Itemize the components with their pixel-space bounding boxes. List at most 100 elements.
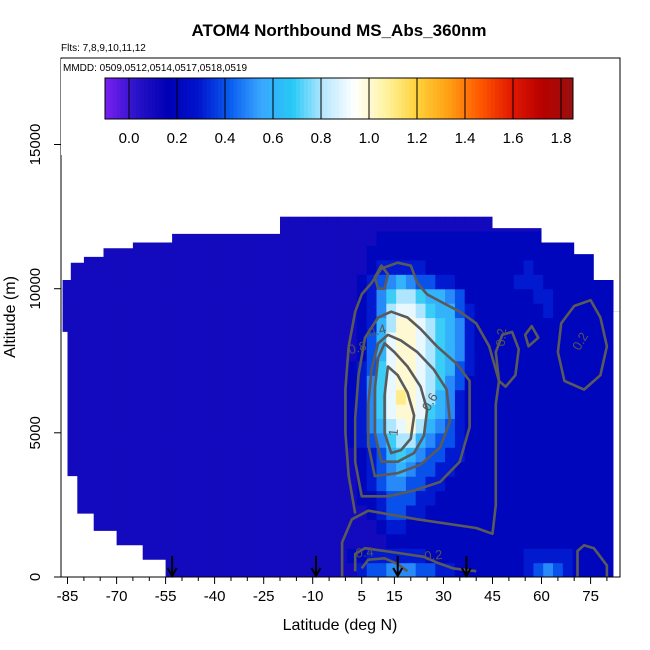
heatmap-cell bbox=[249, 317, 260, 333]
heatmap-cell bbox=[288, 562, 299, 577]
heatmap-cell bbox=[268, 562, 279, 577]
heatmap-cell bbox=[278, 476, 289, 492]
heatmap-cell bbox=[258, 274, 270, 290]
heatmap-cell bbox=[307, 519, 319, 535]
heatmap-cell bbox=[298, 389, 309, 405]
heatmap-cell bbox=[62, 360, 73, 376]
heatmap-cell bbox=[376, 447, 387, 463]
heatmap-cell bbox=[249, 461, 260, 477]
colorbar-segment bbox=[393, 78, 398, 119]
heatmap-cell bbox=[199, 331, 211, 347]
y-axis-label: Altitude (m) bbox=[2, 276, 19, 358]
heatmap-cell bbox=[592, 548, 603, 564]
heatmap-cell bbox=[82, 317, 93, 333]
heatmap-cell bbox=[111, 389, 123, 405]
heatmap-cell bbox=[376, 418, 387, 434]
heatmap-cell bbox=[513, 519, 525, 535]
heatmap-cell bbox=[435, 231, 446, 246]
heatmap-cell bbox=[278, 245, 289, 261]
heatmap-cell bbox=[150, 533, 162, 549]
heatmap-cell bbox=[82, 504, 93, 520]
heatmap-cell bbox=[366, 331, 378, 347]
heatmap-cell bbox=[288, 389, 299, 405]
heatmap-cell bbox=[150, 404, 162, 419]
heatmap-cell bbox=[582, 447, 593, 463]
heatmap-cell bbox=[602, 432, 613, 448]
heatmap-cell bbox=[474, 231, 485, 246]
heatmap-cell bbox=[317, 519, 328, 535]
heatmap-cell bbox=[533, 519, 544, 535]
heatmap-cell bbox=[121, 274, 132, 290]
heatmap-cell bbox=[366, 533, 378, 549]
heatmap-cell bbox=[180, 245, 191, 261]
heatmap-cell bbox=[72, 259, 83, 275]
heatmap-cell bbox=[602, 533, 613, 549]
heatmap-cell bbox=[317, 476, 328, 492]
heatmap-cell bbox=[454, 346, 466, 362]
heatmap-cell bbox=[445, 231, 456, 246]
heatmap-cell bbox=[543, 504, 554, 520]
heatmap-cell bbox=[219, 533, 230, 549]
heatmap-cell bbox=[523, 288, 534, 304]
heatmap-cell bbox=[327, 346, 338, 362]
heatmap-cell bbox=[239, 490, 250, 506]
colorbar-segment bbox=[385, 78, 391, 119]
heatmap-cell bbox=[533, 331, 544, 347]
heatmap-cell bbox=[356, 389, 368, 405]
heatmap-cell bbox=[425, 360, 436, 376]
heatmap-cell bbox=[386, 533, 397, 549]
heatmap-cell bbox=[199, 461, 211, 477]
heatmap-cell bbox=[592, 346, 603, 362]
heatmap-cell bbox=[356, 432, 368, 448]
heatmap-cell bbox=[376, 461, 387, 477]
heatmap-cell bbox=[356, 331, 368, 347]
heatmap-cell bbox=[111, 375, 123, 391]
heatmap-cell bbox=[405, 389, 417, 405]
heatmap-cell bbox=[92, 432, 103, 448]
heatmap-cell bbox=[445, 274, 456, 290]
colorbar-segment bbox=[128, 78, 133, 119]
heatmap-cell bbox=[141, 548, 152, 564]
heatmap-cell bbox=[464, 317, 476, 333]
heatmap-cell bbox=[366, 548, 378, 564]
heatmap-cell bbox=[415, 288, 427, 304]
heatmap-cell bbox=[131, 331, 142, 347]
heatmap-cell bbox=[602, 331, 613, 347]
x-axis-label: Latitude (deg N) bbox=[283, 617, 398, 634]
heatmap-cell bbox=[347, 303, 358, 319]
heatmap-cell bbox=[445, 288, 456, 304]
x-tick-label: 75 bbox=[582, 588, 599, 605]
heatmap-cell bbox=[258, 461, 270, 477]
heatmap-cell bbox=[405, 231, 417, 246]
heatmap-cell bbox=[562, 360, 574, 376]
heatmap-cell bbox=[121, 303, 132, 319]
heatmap-cell bbox=[513, 461, 525, 477]
heatmap-cell bbox=[111, 447, 123, 463]
heatmap-cell bbox=[72, 504, 83, 520]
heatmap-cell bbox=[572, 432, 583, 448]
heatmap-cell bbox=[464, 432, 476, 448]
heatmap-cell bbox=[62, 461, 73, 477]
heatmap-cell bbox=[229, 274, 240, 290]
heatmap-cell bbox=[474, 519, 485, 535]
heatmap-cell bbox=[602, 504, 613, 520]
heatmap-cell bbox=[92, 288, 103, 304]
contour-label: 0.4 bbox=[366, 321, 387, 340]
heatmap-cell bbox=[82, 461, 93, 477]
heatmap-cell bbox=[111, 245, 123, 261]
heatmap-cell bbox=[288, 274, 299, 290]
heatmap-cell bbox=[445, 548, 456, 564]
heatmap-cell bbox=[298, 375, 309, 391]
colorbar-segment bbox=[428, 78, 434, 119]
heatmap-cell bbox=[239, 461, 250, 477]
colorbar-segment bbox=[171, 78, 176, 119]
heatmap-cell bbox=[484, 245, 495, 261]
heatmap-cell bbox=[170, 360, 181, 376]
heatmap-cell bbox=[337, 360, 348, 376]
heatmap-cell bbox=[543, 274, 554, 290]
heatmap-cell bbox=[199, 259, 211, 275]
heatmap-cell bbox=[356, 447, 368, 463]
heatmap-cell bbox=[307, 231, 319, 246]
heatmap-cell bbox=[435, 404, 446, 419]
heatmap-cell bbox=[572, 447, 583, 463]
